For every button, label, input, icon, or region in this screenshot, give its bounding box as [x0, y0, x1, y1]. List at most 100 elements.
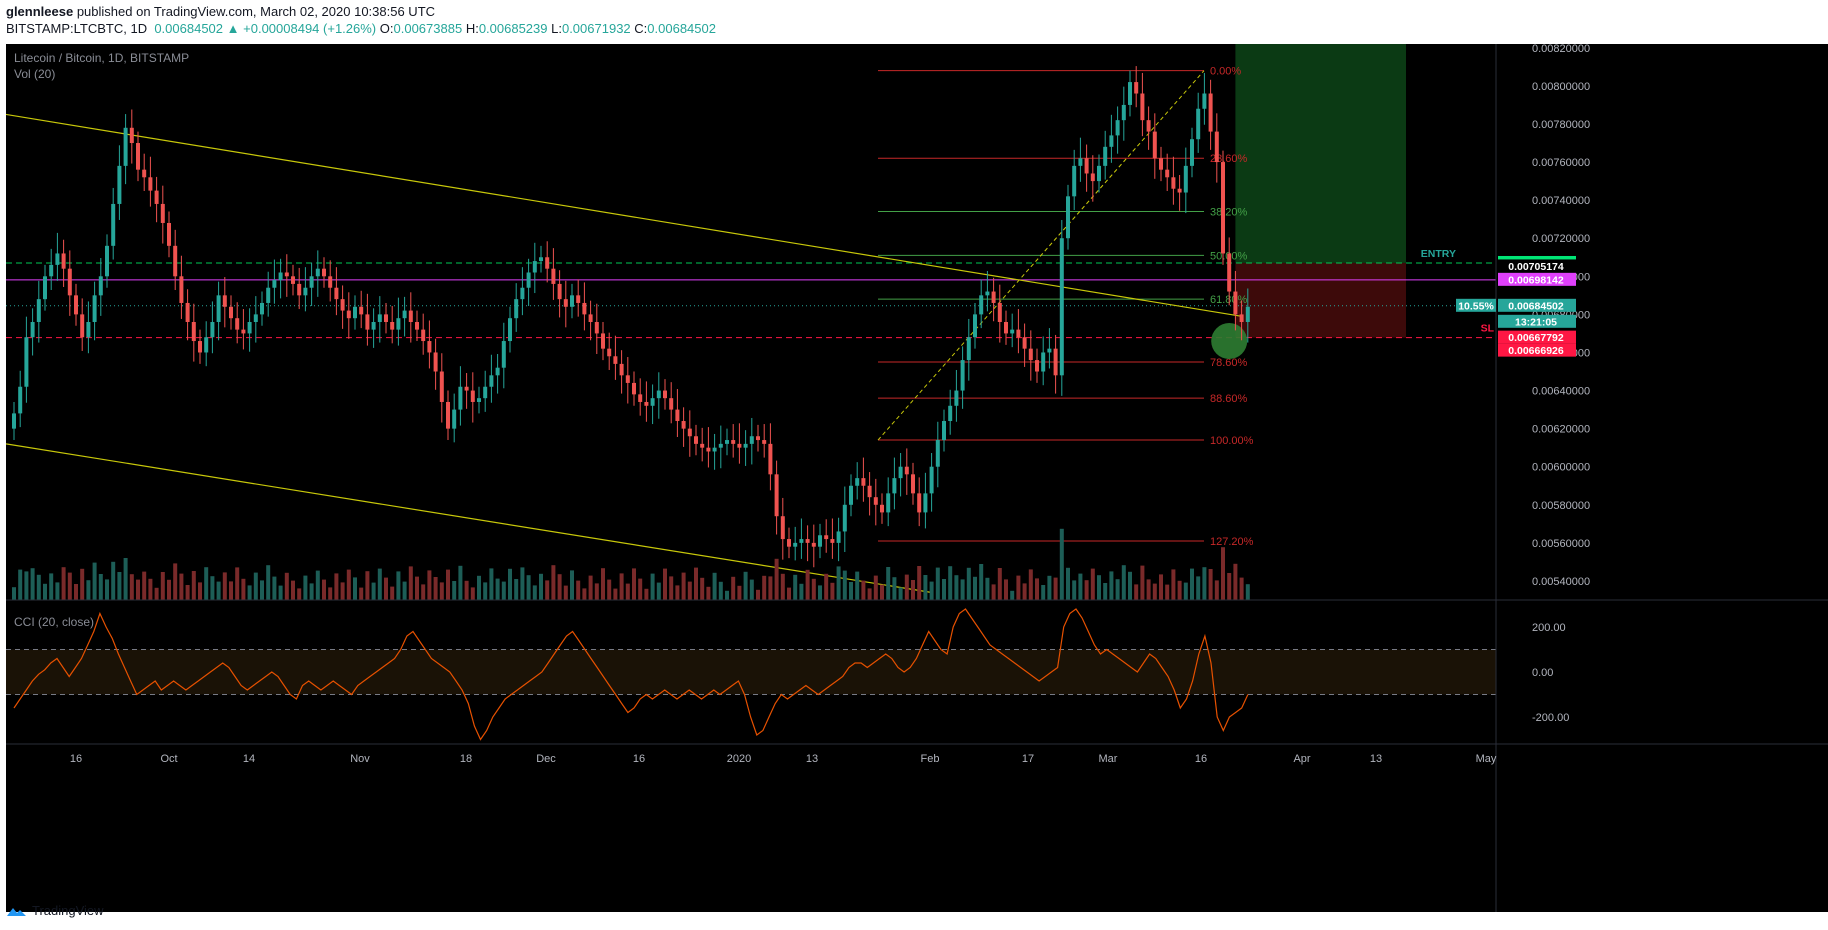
candle-body	[377, 314, 382, 322]
volume-bar	[1047, 575, 1052, 600]
volume-bar	[1196, 576, 1201, 600]
volume-bar	[117, 572, 122, 600]
volume-bar	[756, 589, 760, 600]
volume-bar	[830, 582, 835, 600]
x-tick-label: Feb	[921, 753, 940, 765]
candle-body	[774, 474, 779, 517]
volume-bar	[278, 585, 283, 600]
candle-body	[873, 497, 878, 505]
candle-body	[749, 436, 754, 444]
volume-bar	[780, 573, 785, 600]
candle-body	[942, 421, 946, 441]
candle-body	[1208, 93, 1213, 132]
candle-body	[1028, 348, 1033, 361]
volume-bar	[613, 588, 618, 600]
chart-area[interactable]: ENTRYSL0.00%23.60%38.20%50.00%61.80%78.6…	[6, 44, 1828, 912]
volume-bar	[514, 579, 519, 600]
volume-bar	[898, 587, 903, 600]
candle-body	[402, 310, 407, 319]
volume-bar	[539, 573, 543, 600]
volume-bar	[433, 577, 438, 600]
y-tick-label: 0.00560000	[1532, 538, 1590, 550]
volume-bar	[793, 574, 798, 600]
x-tick-label: May	[1476, 753, 1497, 765]
x-tick-label: 17	[1022, 753, 1034, 765]
candle-body	[260, 302, 264, 315]
candle-body	[477, 398, 481, 402]
volume-bar	[588, 575, 593, 600]
candle-body	[235, 318, 240, 330]
volume-bar	[979, 564, 984, 600]
volume-bar	[12, 587, 16, 600]
volume-bar	[1090, 568, 1095, 600]
candle-body	[1239, 314, 1244, 322]
candle-body	[458, 386, 463, 410]
footer-brand: TradingView	[32, 903, 104, 918]
volume-bar	[1140, 565, 1145, 600]
volume-bar	[1078, 573, 1083, 600]
candle-body	[291, 276, 295, 284]
candle-body	[1227, 253, 1232, 292]
volume-bar	[687, 581, 692, 600]
volume-bar	[1035, 578, 1039, 600]
candle-body	[1121, 104, 1126, 121]
volume-bar	[303, 575, 308, 600]
volume-bar	[266, 565, 271, 600]
volume-bar	[247, 585, 252, 600]
publisher-name[interactable]: glennleese	[6, 4, 74, 19]
volume-bar	[923, 575, 928, 600]
volume-bar	[427, 570, 432, 600]
candle-body	[61, 253, 66, 269]
volume-bar	[526, 575, 531, 600]
volume-bar	[86, 580, 91, 600]
candle-body	[880, 504, 884, 513]
volume-bar	[185, 585, 190, 600]
volume-bar	[656, 582, 661, 600]
volume-bar	[365, 571, 370, 600]
x-tick-label: 18	[460, 753, 472, 765]
volume-bar	[1208, 569, 1213, 600]
volume-bar	[309, 583, 314, 600]
volume-bar	[904, 574, 909, 600]
price-tag	[1498, 343, 1576, 357]
candle-body	[601, 333, 605, 349]
candle-body	[216, 295, 221, 322]
candle-body	[210, 322, 215, 338]
candle-body	[892, 478, 897, 494]
candle-body	[489, 375, 494, 387]
volume-bar	[768, 576, 773, 600]
candle-body	[167, 222, 171, 246]
price-chart[interactable]: ENTRYSL0.00%23.60%38.20%50.00%61.80%78.6…	[6, 44, 1828, 912]
tradingview-footer[interactable]: TradingView	[6, 903, 104, 918]
candle-body	[483, 386, 488, 399]
volume-bar	[61, 567, 66, 600]
candle-body	[353, 306, 357, 319]
price-tag	[1498, 298, 1576, 312]
price-tag-text: 13:21:05	[1515, 316, 1557, 328]
candle-body	[799, 539, 804, 543]
candle-body	[725, 440, 729, 444]
volume-bar	[570, 570, 574, 600]
volume-bar	[960, 579, 965, 600]
price-tag-text: 0.00667792	[1508, 332, 1564, 344]
candle-body	[204, 337, 209, 353]
volume-bar	[204, 567, 209, 600]
candle-body	[142, 169, 147, 178]
volume-bar	[154, 587, 159, 600]
candle-body	[359, 306, 364, 315]
candle-body	[954, 390, 959, 406]
candle-body	[92, 295, 97, 322]
candle-body	[594, 322, 599, 334]
candle-body	[408, 310, 413, 322]
candle-body	[222, 295, 227, 307]
volume-bar	[495, 578, 500, 600]
price-tag-text: 0.00684502	[1508, 300, 1564, 312]
candle-body	[743, 443, 748, 448]
high-label: H:	[465, 21, 479, 36]
candle-body	[1128, 82, 1132, 105]
fib-level-label: 23.60%	[1210, 153, 1248, 165]
candle-body	[36, 299, 41, 322]
volume-bar	[501, 581, 506, 600]
volume-bar	[700, 577, 705, 600]
y-tick-label: 0.00720000	[1532, 233, 1590, 245]
